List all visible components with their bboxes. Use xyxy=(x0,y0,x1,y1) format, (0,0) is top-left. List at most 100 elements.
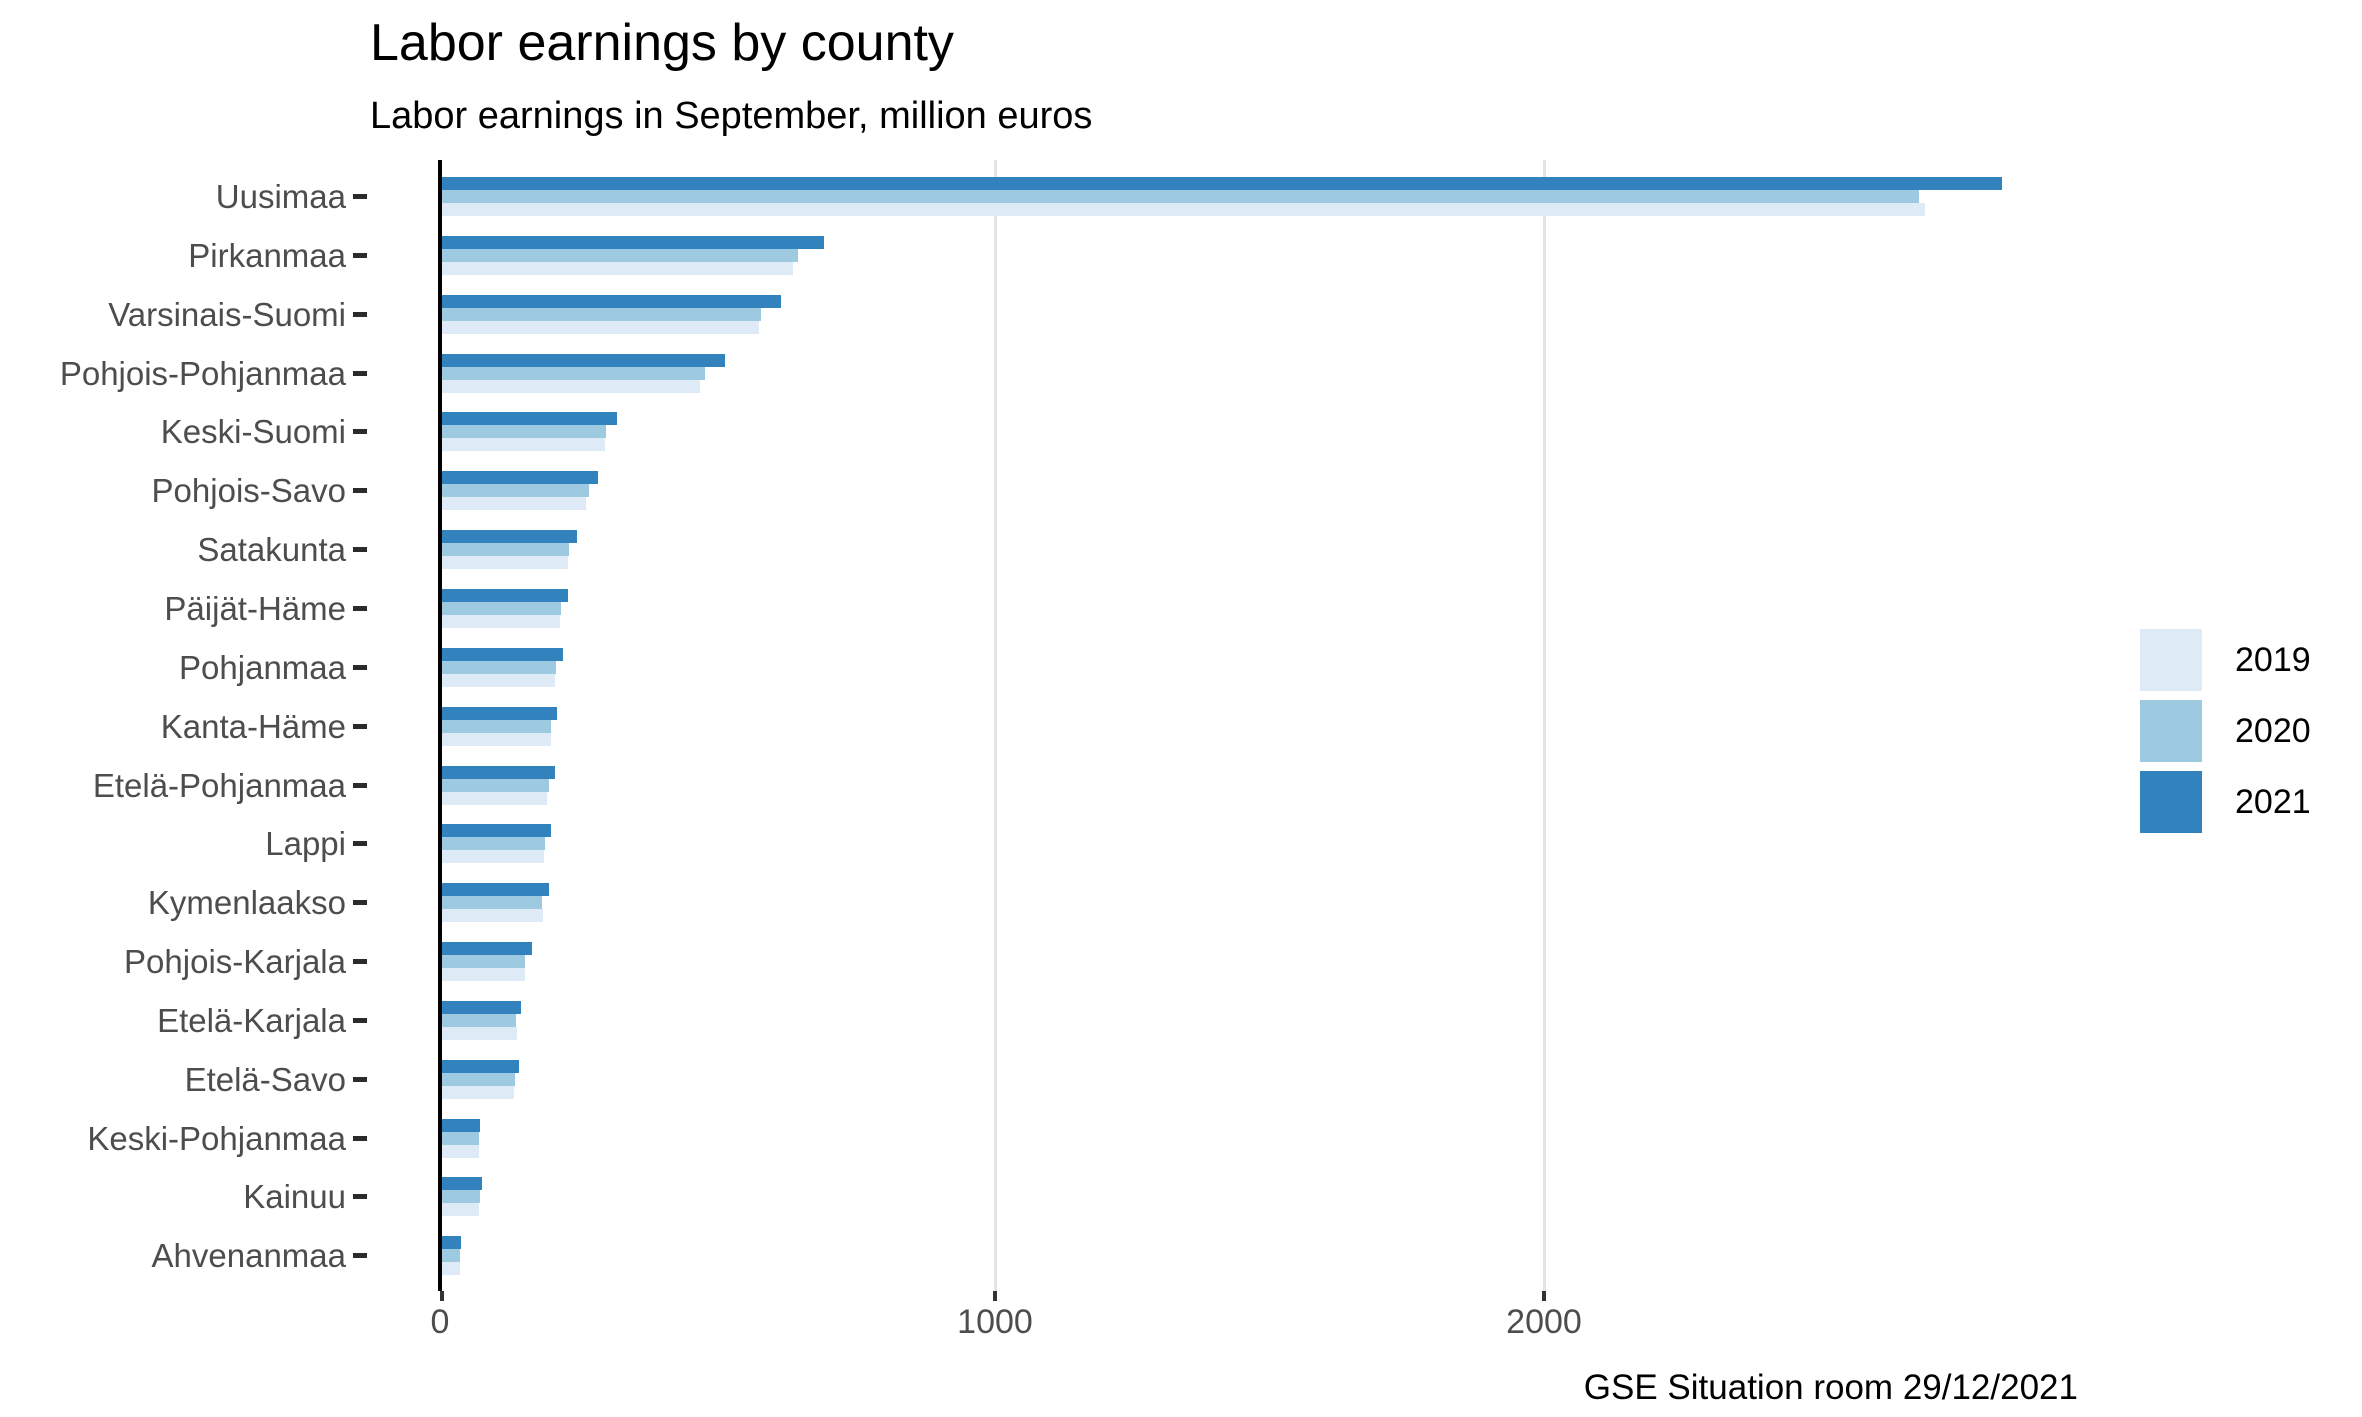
bar-2019 xyxy=(442,732,551,746)
bar-2020 xyxy=(442,1249,460,1263)
bar-2020 xyxy=(442,660,556,674)
y-axis-label: Pohjois-Pohjanmaa xyxy=(59,354,346,392)
chart-caption: GSE Situation room 29/12/2021 xyxy=(1583,1368,2078,1407)
x-tick-0 xyxy=(440,1291,444,1301)
y-tick xyxy=(353,252,367,258)
bar-2020 xyxy=(442,1131,479,1145)
bar-2019 xyxy=(442,673,555,687)
bar-2019 xyxy=(442,909,543,923)
x-axis-label-2000: 2000 xyxy=(1506,1303,1582,1341)
y-tick xyxy=(353,959,367,965)
bar-2021 xyxy=(442,1000,521,1014)
bar-2020 xyxy=(442,425,606,439)
bar-2020 xyxy=(442,248,798,262)
bar-2019 xyxy=(442,1144,479,1158)
y-tick xyxy=(353,547,367,553)
bar-2020 xyxy=(442,1190,480,1204)
bar-2021 xyxy=(442,1059,519,1073)
bar-2019 xyxy=(442,379,700,393)
bar-2019 xyxy=(442,968,525,982)
legend-entry-2020: 2020 xyxy=(2140,700,2362,762)
bar-2021 xyxy=(442,1177,482,1191)
x-axis-label-1000: 1000 xyxy=(957,1303,1033,1341)
x-axis-label-0: 0 xyxy=(430,1303,450,1341)
bar-2021 xyxy=(442,235,824,249)
bar-2020 xyxy=(442,307,761,321)
bar-2021 xyxy=(442,765,555,779)
y-tick xyxy=(353,488,367,494)
x-tick-2000 xyxy=(1542,1291,1546,1301)
bar-2021 xyxy=(442,1236,461,1250)
legend-entry-2021: 2021 xyxy=(2140,771,2362,833)
y-tick xyxy=(353,1253,367,1259)
bar-2021 xyxy=(442,824,551,838)
y-tick xyxy=(353,194,367,199)
y-tick xyxy=(353,841,367,847)
legend-label-2021: 2021 xyxy=(2235,783,2311,821)
bar-2020 xyxy=(442,1072,515,1086)
legend-label-2019: 2019 xyxy=(2235,641,2311,679)
y-tick xyxy=(353,370,367,376)
bar-2019 xyxy=(442,1203,479,1217)
bar-2019 xyxy=(442,203,1925,216)
bar-2020 xyxy=(442,366,705,380)
bar-2021 xyxy=(442,353,725,367)
y-axis-label: Pohjois-Karjala xyxy=(124,943,346,981)
y-tick xyxy=(353,429,367,435)
legend-label-2020: 2020 xyxy=(2235,712,2311,750)
legend-key-2021 xyxy=(2140,771,2202,833)
bar-2021 xyxy=(442,1118,480,1132)
bar-2020 xyxy=(442,719,551,733)
y-tick xyxy=(353,1135,367,1141)
y-axis-label: Varsinais-Suomi xyxy=(108,295,346,333)
bar-2020 xyxy=(442,778,549,792)
y-axis-label: Keski-Pohjanmaa xyxy=(87,1119,346,1157)
bar-2020 xyxy=(442,837,545,851)
y-axis-line xyxy=(438,160,442,1291)
y-axis-label: Kainuu xyxy=(243,1178,346,1216)
bar-2019 xyxy=(442,261,793,275)
gridline-2000 xyxy=(1543,160,1546,1291)
y-axis-label: Etelä-Savo xyxy=(184,1060,346,1098)
y-tick xyxy=(353,605,367,611)
bar-2019 xyxy=(442,791,547,805)
bar-2020 xyxy=(442,896,542,910)
bar-2021 xyxy=(442,177,2002,190)
y-tick xyxy=(353,723,367,729)
y-axis-label: Pohjanmaa xyxy=(179,648,346,686)
y-axis-label: Satakunta xyxy=(197,531,346,569)
bar-2021 xyxy=(442,942,532,956)
y-tick xyxy=(353,782,367,788)
bar-2019 xyxy=(442,614,560,628)
bar-2021 xyxy=(442,706,557,720)
bar-2021 xyxy=(442,647,563,661)
bar-2021 xyxy=(442,471,598,485)
legend-key-2019 xyxy=(2140,629,2202,691)
bar-2020 xyxy=(442,543,569,557)
bar-2020 xyxy=(442,955,525,969)
bar-2021 xyxy=(442,294,781,308)
chart-title: Labor earnings by county xyxy=(370,14,954,72)
chart-subtitle: Labor earnings in September, million eur… xyxy=(370,95,1093,137)
bar-2019 xyxy=(442,1085,514,1099)
bar-2020 xyxy=(442,601,561,615)
y-axis-label: Päijät-Häme xyxy=(164,589,346,627)
bar-2021 xyxy=(442,588,568,602)
y-axis-label: Pirkanmaa xyxy=(188,236,346,274)
bar-2021 xyxy=(442,530,577,544)
bar-2019 xyxy=(442,850,544,864)
bar-2020 xyxy=(442,484,589,498)
y-axis-label: Keski-Suomi xyxy=(160,413,346,451)
y-axis-label: Etelä-Karjala xyxy=(157,1001,346,1039)
y-tick xyxy=(353,664,367,670)
y-tick xyxy=(353,900,367,906)
gridline-1000 xyxy=(994,160,997,1291)
bar-2019 xyxy=(442,556,568,570)
bar-2020 xyxy=(442,1013,516,1027)
bar-2019 xyxy=(442,438,605,452)
bar-2019 xyxy=(442,497,586,511)
legend: 2019 2020 2021 xyxy=(2140,629,2362,842)
legend-key-2020 xyxy=(2140,700,2202,762)
y-axis-label: Lappi xyxy=(265,825,346,863)
y-tick xyxy=(353,1076,367,1082)
